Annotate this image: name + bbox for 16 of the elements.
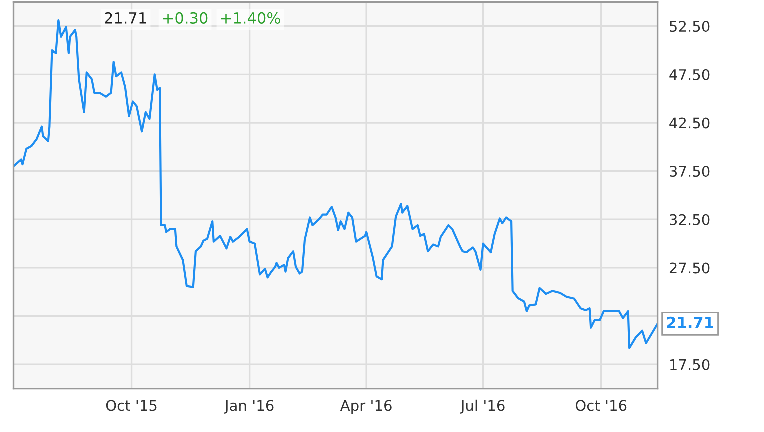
y-tick-label: 17.50 [670,359,710,370]
x-tick-label: Apr '16 [340,400,392,414]
y-tick-label: 52.50 [670,21,710,32]
y-tick-label: 27.50 [670,262,710,274]
x-tick-label: Oct '15 [106,400,157,412]
y-tick-label: 32.50 [670,214,710,226]
annotation: +1.40% [221,12,280,24]
annotation: 21.71 [667,316,714,328]
x-tick-label: Jul '16 [460,400,505,414]
x-tick-label: Jan '16 [224,400,274,414]
y-tick-label: 42.50 [670,118,710,129]
y-tick-label: 47.50 [670,69,710,80]
annotation: +0.30 [164,12,208,24]
annotation: 21.71 [105,12,146,24]
x-tick-label: Oct '16 [576,400,627,412]
y-tick-label: 37.50 [670,166,710,178]
